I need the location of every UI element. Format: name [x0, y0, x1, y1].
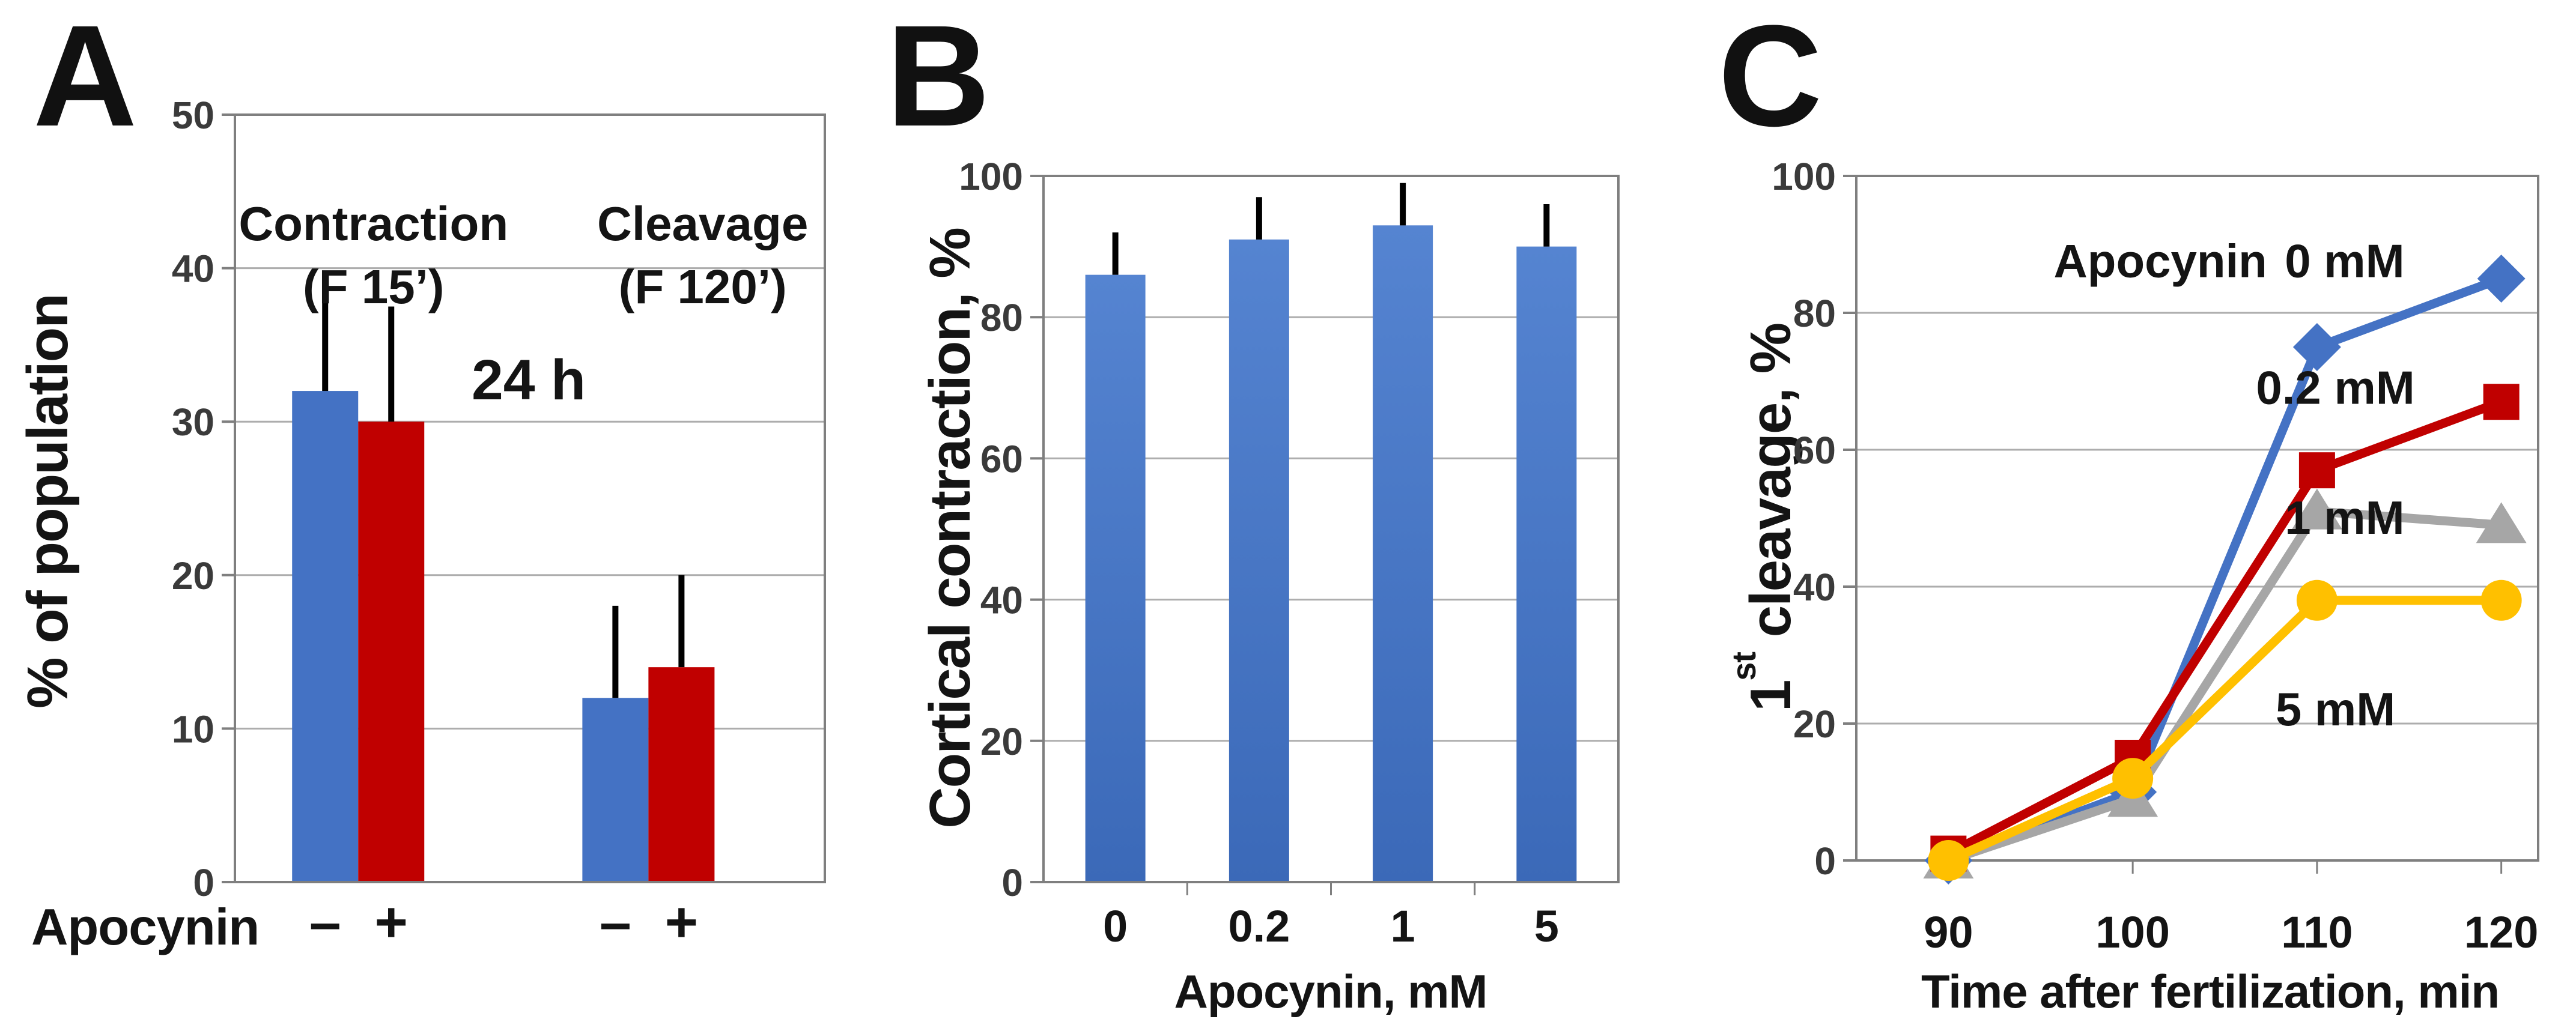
y-tick-label: 10: [172, 707, 214, 751]
series-line-0mM: [1943, 274, 2506, 865]
panel-c-letter: C: [1718, 0, 1823, 156]
group-label-line1: Cleavage: [597, 197, 808, 250]
series-annotation: 5 mM: [2276, 683, 2395, 736]
panel-c: C 1st cleavage, % 0 20 40 60 80 100 90 100 110 12…: [1658, 0, 2576, 1031]
plot-frame: [234, 113, 826, 883]
bar: [292, 391, 359, 882]
group-label-line2: (F 15’): [303, 260, 445, 313]
y-tick-label: 0: [1001, 861, 1023, 904]
y-tick-label: 40: [980, 579, 1023, 622]
plot-frame: [1855, 175, 2539, 862]
panel-a-x-axis-title: Apocynin: [31, 899, 260, 956]
panel-c-chart: 0 20 40 60 80 100 90 100 110 120 Apocynin 0 mM 0.2 m…: [1772, 155, 2539, 957]
plot-frame: [1042, 175, 1620, 883]
x-tick-label: –: [309, 890, 341, 954]
x-tick-label: 100: [2095, 907, 2169, 957]
marker-triangle: [2476, 502, 2527, 543]
y-tick-label: 50: [172, 94, 214, 137]
y-tick-label: 80: [1793, 292, 1836, 335]
x-tick-label: 110: [2281, 907, 2353, 957]
y-tick-label: 30: [172, 401, 214, 444]
series-line-5mM: [1943, 596, 2506, 865]
y-tick-label: 100: [959, 155, 1023, 198]
x-tick-label: 5: [1534, 901, 1559, 951]
panel-a: A % of population 0 10 20 30 40 50– + – + Contrac…: [0, 0, 859, 1031]
marker-diamond: [2477, 255, 2526, 303]
panel-a-letter: A: [33, 0, 138, 156]
y-tick-label: 40: [172, 247, 214, 291]
x-tick-label: 90: [1924, 907, 1973, 957]
y-tick-label: 0: [193, 861, 214, 904]
x-tick-label: +: [665, 890, 698, 954]
annotation-24h: 24 h: [472, 348, 586, 412]
series-annotation: 0.2 mM: [2256, 361, 2414, 414]
y-tick-label: 100: [1772, 155, 1836, 198]
bar: [358, 422, 425, 882]
series-line-0.2mM: [1943, 397, 2506, 859]
y-tick-label: 0: [1814, 839, 1836, 883]
x-tick-label: +: [374, 890, 407, 954]
marker-circle: [2112, 758, 2154, 799]
series-annotation: 0 mM: [2285, 235, 2404, 288]
panel-b-letter: B: [886, 0, 991, 156]
group-label-line2: (F 120’): [619, 260, 787, 313]
marker-diamond: [2292, 323, 2341, 371]
bar: [1373, 225, 1433, 882]
marker-circle: [2480, 579, 2522, 621]
bar: [582, 698, 649, 882]
panel-c-x-axis-title: Time after fertilization, min: [1921, 965, 2500, 1018]
x-tick-label: 0: [1103, 901, 1128, 951]
x-tick-label: 0.2: [1228, 901, 1290, 951]
y-tick-label: 40: [1793, 566, 1836, 609]
marker-triangle: [2291, 488, 2342, 530]
bar: [1085, 274, 1146, 882]
marker-square: [2483, 384, 2520, 420]
panel-b: B Cortical contraction, % 0 20 40 60 80 100 0 0…: [859, 0, 1658, 1031]
y-tick-label: 20: [1793, 703, 1836, 746]
y-tick-label: 20: [980, 720, 1023, 763]
series-line-1mM: [1943, 507, 2506, 865]
panel-b-chart: 0 20 40 60 80 100 0 0.2 1 5: [959, 155, 1620, 951]
y-tick-label: 60: [980, 437, 1023, 480]
series-annotation: 1 mM: [2285, 491, 2404, 544]
y-tick-label: 20: [172, 554, 214, 597]
marker-square: [2298, 452, 2335, 489]
marker-circle: [1928, 840, 1969, 881]
x-tick-label: –: [600, 890, 631, 954]
bar: [1229, 239, 1289, 883]
bar: [648, 667, 715, 882]
y-tick-label: 60: [1793, 429, 1836, 472]
x-tick-label: 120: [2464, 907, 2538, 957]
x-tick-label: 1: [1391, 901, 1415, 951]
group-label-line1: Contraction: [238, 197, 508, 250]
marker-circle: [2296, 579, 2338, 621]
panel-b-x-axis-title: Apocynin, mM: [1174, 965, 1487, 1018]
bar: [1516, 246, 1577, 883]
series-annotation: Apocynin: [2053, 235, 2267, 288]
y-tick-label: 80: [980, 296, 1023, 339]
